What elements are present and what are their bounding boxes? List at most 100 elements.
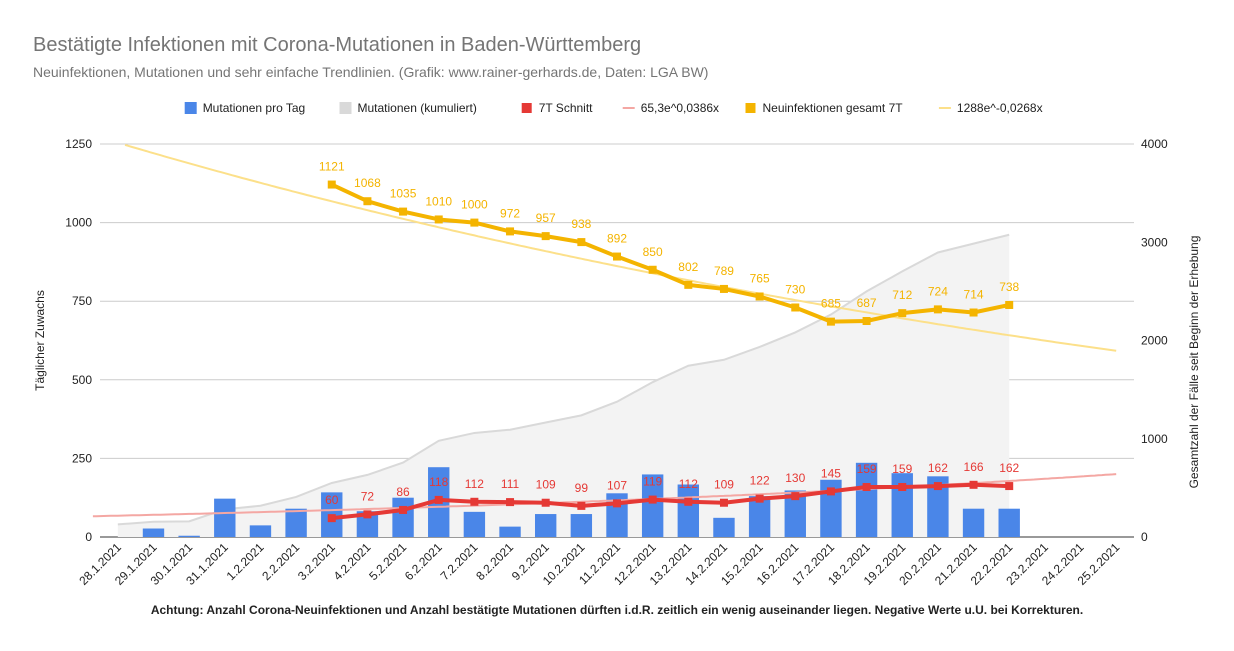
x-tick-label: 2.2.2021 [259, 540, 302, 583]
bar [249, 525, 272, 537]
y2-tick-label: 3000 [1141, 235, 1168, 249]
x-tick-label: 4.2.2021 [331, 540, 374, 583]
legend-label: 1288e^-0,0268x [957, 101, 1043, 115]
bar [927, 476, 949, 537]
point-marker [648, 495, 657, 504]
legend-swatch [339, 102, 352, 114]
bar [392, 497, 414, 537]
data-label: 972 [500, 206, 520, 220]
bar [784, 490, 806, 537]
point-marker [506, 498, 515, 507]
data-label: 107 [607, 478, 627, 492]
point-marker [363, 197, 372, 206]
bar [998, 508, 1020, 537]
point-marker [933, 482, 942, 491]
data-label: 159 [892, 462, 912, 476]
point-marker [327, 180, 336, 189]
data-label: 730 [785, 282, 805, 296]
legend-item[interactable]: Neuinfektionen gesamt 7T [745, 101, 904, 115]
legend-item[interactable]: 1288e^-0,0268x [938, 101, 1043, 115]
lines [327, 180, 1014, 523]
y2-tick-label: 0 [1141, 530, 1148, 544]
legend-swatch [745, 103, 756, 113]
y-tick-label: 1250 [65, 137, 92, 151]
legend-label: 7T Schnitt [539, 101, 593, 115]
data-label: 892 [607, 232, 627, 246]
legend-item[interactable]: Mutationen pro Tag [184, 101, 306, 115]
point-marker [755, 494, 764, 503]
data-label: 162 [999, 461, 1019, 475]
point-marker [577, 238, 586, 247]
y2-tick-label: 1000 [1141, 432, 1168, 446]
point-marker [1005, 482, 1014, 491]
x-tick-label: 7.2.2021 [438, 540, 481, 583]
bar [499, 526, 521, 537]
series-line [330, 182, 1010, 324]
point-marker [648, 265, 657, 274]
data-label: 685 [821, 297, 841, 311]
point-marker [969, 308, 978, 317]
bar [142, 528, 165, 537]
point-marker [826, 487, 835, 496]
point-marker [506, 227, 515, 236]
data-labels: 60 72 86 118 112 111 109 99 107 119 112 109 122 130 14… [319, 160, 1020, 508]
data-label: 1010 [425, 194, 452, 208]
data-label: 714 [964, 288, 984, 302]
legend-swatch [521, 103, 532, 113]
legend-item[interactable]: Mutationen (kumuliert) [339, 101, 477, 115]
point-marker [434, 495, 443, 504]
data-label: 1000 [461, 198, 488, 212]
x-tick-label: 6.2.2021 [402, 540, 445, 583]
cumulative-area [117, 233, 1010, 537]
y-tick-label: 250 [72, 451, 92, 465]
y-tick-label: 500 [72, 373, 92, 387]
point-marker [969, 480, 978, 489]
bar [285, 508, 307, 537]
point-marker [541, 232, 550, 241]
cumulative-area-fill [117, 234, 1010, 537]
data-label: 712 [892, 288, 912, 302]
point-marker [470, 497, 479, 506]
x-tick-label: 1.2.2021 [224, 540, 267, 583]
bar [178, 535, 200, 537]
data-label: 162 [928, 461, 948, 475]
y2-axis-label: Gesamtzahl der Fälle seit Beginn der Erh… [1187, 236, 1201, 489]
point-marker [862, 483, 871, 492]
x-tick-label: 3.2.2021 [295, 540, 338, 583]
point-marker [363, 510, 372, 519]
x-tick-label: 5.2.2021 [366, 540, 409, 583]
point-marker [613, 252, 621, 261]
trendline [124, 143, 1117, 352]
point-marker [898, 483, 907, 492]
bar [748, 496, 771, 537]
data-label: 850 [643, 245, 663, 259]
legend[interactable]: Mutationen pro Tag Mutationen (kumuliert)… [184, 101, 1043, 115]
y-tick-label: 750 [72, 294, 92, 308]
point-marker [791, 303, 800, 312]
data-label: 938 [571, 217, 591, 231]
legend-swatch [184, 102, 197, 114]
data-label: 118 [429, 475, 448, 489]
point-marker [399, 207, 408, 216]
data-label: 166 [964, 460, 984, 474]
bar [570, 514, 593, 537]
bar [356, 511, 379, 537]
bar [891, 473, 913, 537]
data-label: 122 [750, 474, 770, 488]
chart-footnote: Achtung: Anzahl Corona-Neuinfektionen un… [150, 603, 1084, 617]
point-marker [1005, 300, 1014, 309]
legend-item[interactable]: 7T Schnitt [521, 101, 593, 115]
bar [855, 462, 878, 537]
point-marker [541, 498, 550, 507]
bar [713, 517, 735, 537]
legend-label: Mutationen (kumuliert) [358, 101, 477, 115]
y-tick-label: 1000 [65, 216, 92, 230]
legend-item[interactable]: 65,3e^0,0386x [622, 101, 719, 115]
data-label: 1035 [390, 187, 417, 201]
data-label: 1068 [354, 176, 381, 190]
data-label: 957 [536, 211, 556, 225]
point-marker [719, 498, 728, 507]
point-marker [933, 305, 942, 314]
data-label: 109 [536, 478, 556, 492]
